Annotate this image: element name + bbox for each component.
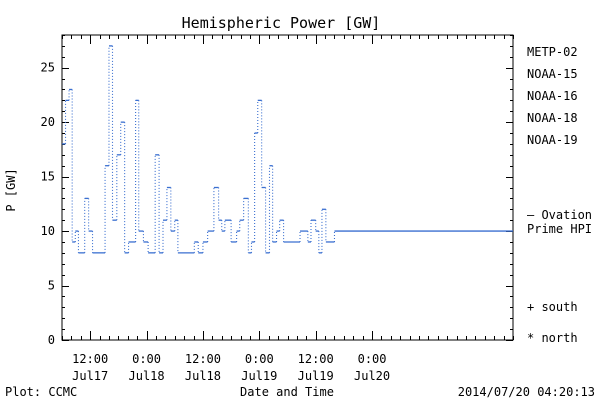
footer-plot-credit: Plot: CCMC (5, 385, 77, 399)
x-tick-label-time: 0:00 (132, 352, 161, 366)
y-tick-label: 0 (48, 333, 55, 347)
x-tick-label-time: 0:00 (358, 352, 387, 366)
chart-title: Hemispheric Power [GW] (182, 14, 381, 32)
legend-item-noaa-19: NOAA-19 (527, 133, 578, 147)
legend: METP-02 NOAA-15 NOAA-16 NOAA-18 NOAA-19 … (527, 45, 592, 345)
plot-frame (61, 34, 514, 341)
legend-south-marker: + south (527, 300, 578, 314)
x-tick-label-date: Jul18 (129, 369, 165, 383)
y-tick-label: 10 (41, 224, 55, 238)
y-tick-label: 15 (41, 170, 55, 184)
x-tick-label-time: 12:00 (298, 352, 334, 366)
plot-axes: 0 5 10 15 20 25 12:00 Jul17 0:00 Jul18 12:00 Jul18 0… (41, 34, 514, 383)
x-tick-label-date: Jul19 (241, 369, 277, 383)
legend-item-noaa-18: NOAA-18 (527, 111, 578, 125)
y-tick-label: 25 (41, 61, 55, 75)
x-tick-label-date: Jul17 (72, 369, 108, 383)
y-tick-label: 20 (41, 115, 55, 129)
x-axis-label: Date and Time (240, 385, 334, 399)
legend-ovation-line1: – Ovation (527, 208, 592, 222)
footer-timestamp: 2014/07/20 04:20:13 (458, 385, 595, 399)
y-axis-label: P [GW] (4, 168, 18, 211)
x-tick-label-date: Jul19 (298, 369, 334, 383)
x-tick-label-date: Jul20 (354, 369, 390, 383)
x-tick-label-time: 12:00 (185, 352, 221, 366)
y-tick-label: 5 (48, 279, 55, 293)
legend-north-marker: * north (527, 331, 578, 345)
x-tick-label-time: 12:00 (72, 352, 108, 366)
legend-item-noaa-15: NOAA-15 (527, 67, 578, 81)
legend-item-metp-02: METP-02 (527, 45, 578, 59)
x-tick-label-date: Jul18 (185, 369, 221, 383)
series-layer (62, 45, 513, 254)
legend-ovation-line2: Prime HPI (527, 222, 592, 236)
legend-item-noaa-16: NOAA-16 (527, 89, 578, 103)
x-tick-label-time: 0:00 (245, 352, 274, 366)
